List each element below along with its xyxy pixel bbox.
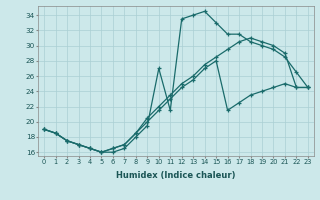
X-axis label: Humidex (Indice chaleur): Humidex (Indice chaleur) xyxy=(116,171,236,180)
